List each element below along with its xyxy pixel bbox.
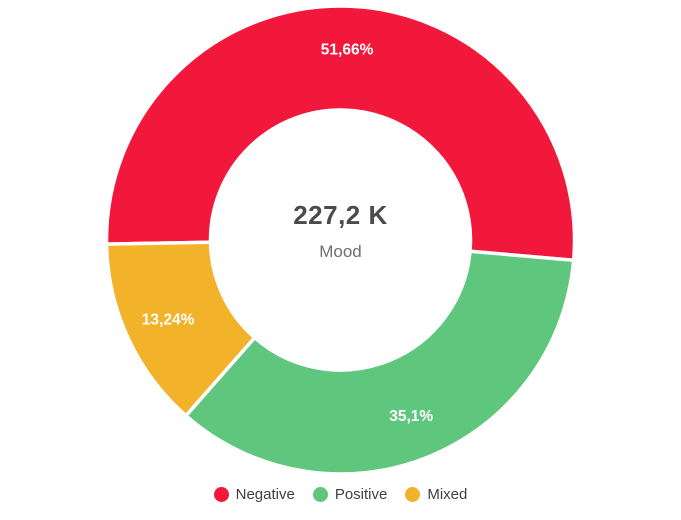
slice-positive[interactable] bbox=[183, 249, 576, 476]
legend-item-mixed[interactable]: Mixed bbox=[405, 486, 467, 503]
chart-legend: Negative Positive Mixed bbox=[0, 486, 681, 503]
legend-swatch-negative bbox=[213, 487, 229, 502]
legend-label-mixed: Mixed bbox=[427, 486, 468, 503]
legend-swatch-mixed bbox=[405, 487, 421, 502]
legend-swatch-positive bbox=[312, 487, 328, 502]
legend-item-negative[interactable]: Negative bbox=[213, 486, 295, 503]
slice-negative[interactable] bbox=[104, 4, 577, 263]
legend-item-positive[interactable]: Positive bbox=[312, 486, 388, 503]
legend-label-negative: Negative bbox=[235, 486, 295, 503]
legend-label-positive: Positive bbox=[334, 486, 388, 503]
slice-mixed[interactable] bbox=[104, 240, 258, 419]
